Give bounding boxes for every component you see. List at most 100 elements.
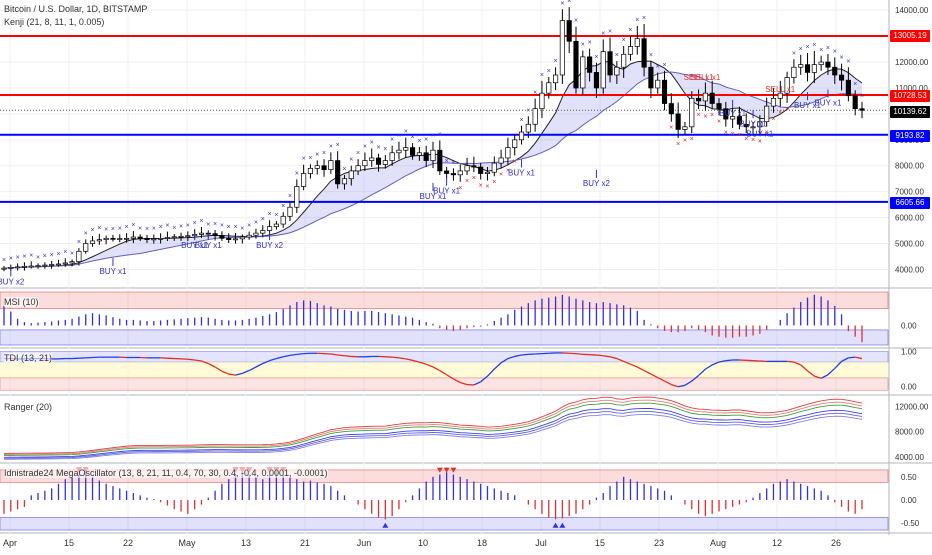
candle-up: [397, 150, 401, 153]
tdi-line-segment: [338, 355, 345, 356]
candle-up: [519, 132, 523, 140]
stop-marker-blue: ×: [199, 218, 203, 225]
stop-marker-blue: ×: [261, 216, 265, 223]
candle-down: [227, 238, 231, 239]
stop-marker-red: ×: [513, 158, 517, 165]
candle-up: [771, 98, 775, 106]
candle-down: [376, 158, 380, 164]
stop-marker-red: ×: [778, 110, 782, 117]
price-tag-9193: 9193.82: [890, 130, 930, 142]
stop-marker-blue: ×: [206, 221, 210, 228]
stop-marker-red: ×: [683, 137, 687, 144]
ranger-pane[interactable]: [4, 397, 862, 459]
stop-marker-blue: ×: [431, 133, 435, 140]
stop-marker-blue: ×: [342, 166, 346, 173]
stop-marker-blue: ×: [227, 224, 231, 231]
stop-marker-red: ×: [717, 118, 721, 125]
stop-marker-blue: ×: [840, 55, 844, 62]
candle-up: [261, 231, 265, 234]
candle-up: [172, 237, 176, 238]
x-tick-label: Aug: [710, 538, 726, 548]
candle-down: [676, 114, 680, 130]
y-tick-label: 14000.00: [895, 6, 929, 15]
stop-marker-blue: ×: [63, 249, 67, 256]
stop-marker-blue: ×: [581, 42, 585, 49]
x-tick-label: 15: [64, 538, 74, 548]
candle-down: [662, 80, 666, 103]
candle-down: [839, 75, 843, 80]
price-tag-13005: 13005.19: [890, 30, 930, 42]
candle-up: [84, 244, 88, 252]
sell-signal-label: SELL x1: [765, 85, 795, 94]
tdi-neutral-band: [0, 362, 888, 378]
stop-marker-red: ×: [479, 183, 483, 190]
stop-marker-blue: ×: [118, 225, 122, 232]
stop-marker-red: ×: [485, 184, 489, 191]
candle-up: [417, 153, 421, 156]
stop-marker-red: ×: [690, 136, 694, 143]
stop-marker-blue: ×: [145, 226, 149, 233]
stop-marker-blue: ×: [588, 40, 592, 47]
stop-marker-blue: ×: [819, 47, 823, 54]
ranger-y-tick: 8000.00: [895, 428, 924, 437]
stop-marker-blue: ×: [281, 203, 285, 210]
stop-marker-blue: ×: [233, 224, 237, 231]
stop-marker-blue: ×: [622, 37, 626, 44]
candle-up: [615, 67, 619, 75]
candle-down: [642, 39, 646, 68]
candle-up: [118, 239, 122, 240]
candle-up: [513, 140, 517, 148]
candle-up: [540, 93, 544, 109]
stop-marker-red: ×: [758, 138, 762, 145]
stop-marker-blue: ×: [186, 222, 190, 229]
stop-marker-blue: ×: [165, 223, 169, 230]
candle-up: [281, 216, 285, 224]
tdi-line-segment: [726, 360, 733, 361]
stop-marker-blue: ×: [642, 15, 646, 22]
candle-up: [812, 65, 816, 73]
candle-up: [499, 158, 503, 163]
stop-marker-blue: ×: [349, 157, 353, 164]
buy-signal-label: BUY x1: [433, 187, 461, 196]
candle-up: [329, 161, 333, 170]
stop-marker-red: ×: [737, 132, 741, 139]
candle-up: [233, 239, 237, 240]
candle-up: [383, 161, 387, 165]
stop-marker-blue: ×: [662, 62, 666, 69]
stop-marker-red: ×: [499, 171, 503, 178]
candle-up: [97, 240, 101, 241]
stop-marker-red: ×: [492, 179, 496, 186]
stop-marker-blue: ×: [254, 220, 258, 227]
tdi-line-segment: [848, 357, 855, 358]
candle-up: [819, 62, 823, 65]
price-tag-6605: 6605.66: [890, 197, 930, 209]
stop-marker-blue: ×: [853, 81, 857, 88]
candle-up: [792, 67, 796, 77]
chart-subtitle: Kenji (21, 8, 11, 1, 0.005): [4, 17, 104, 27]
candle-down: [111, 238, 115, 239]
candle-up: [492, 163, 496, 172]
candle-up: [56, 264, 60, 265]
stop-marker-blue: ×: [846, 58, 850, 65]
stop-marker-blue: ×: [16, 254, 20, 261]
stop-marker-blue: ×: [90, 227, 94, 234]
candle-up: [370, 158, 374, 161]
candle-up: [104, 238, 108, 239]
stop-marker-blue: ×: [540, 72, 544, 79]
candle-up: [70, 262, 74, 263]
stop-marker-red: ×: [697, 112, 701, 119]
candle-down: [410, 148, 414, 156]
x-tick-label: 15: [595, 538, 605, 548]
stop-marker-blue: ×: [213, 221, 217, 228]
msi-y-tick: 0.00: [901, 321, 917, 330]
stop-marker-blue: ×: [36, 254, 40, 261]
candle-up: [621, 54, 625, 67]
stop-marker-blue: ×: [445, 158, 449, 165]
stop-marker-red: ×: [669, 125, 673, 132]
mega-lower-band: [0, 518, 888, 530]
candle-up: [29, 266, 33, 267]
candle-up: [22, 266, 26, 267]
buy-signal-label: BUY x1: [740, 119, 768, 128]
candle-down: [451, 174, 455, 175]
